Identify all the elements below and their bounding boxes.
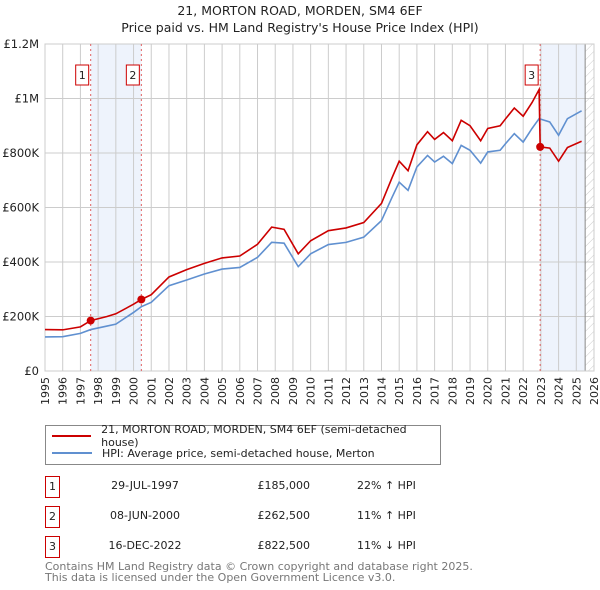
x-tick-label: 2013 [358, 377, 371, 405]
x-tick-label: 2006 [234, 377, 247, 405]
x-tick-label: 2004 [198, 377, 211, 405]
chart-title: 21, MORTON ROAD, MORDEN, SM4 6EF [177, 3, 423, 18]
plot-frame [44, 43, 595, 372]
x-tick-label: 2018 [446, 377, 459, 405]
y-tick-label: £600K [2, 201, 39, 215]
legend-label-property: 21, MORTON ROAD, MORDEN, SM4 6EF (semi-d… [101, 423, 407, 449]
sale-label-box [524, 64, 539, 86]
x-tick-label: 2005 [216, 377, 229, 405]
sale-label: 1 [79, 69, 86, 82]
x-tick-label: 1998 [92, 377, 105, 405]
sale-date: 08-JUN-2000 [109, 509, 181, 522]
sale-point [536, 142, 545, 151]
sale-label-box [125, 64, 140, 86]
x-tick-label: 2001 [145, 377, 158, 405]
table-row: 1 29-JUL-1997 £185,000 22% ↑ HPI [45, 476, 545, 498]
y-tick-label: £1.2M [3, 37, 39, 51]
x-tick-label: 2002 [163, 377, 176, 405]
table-row: 3 16-DEC-2022 £822,500 11% ↓ HPI [45, 536, 545, 558]
sale-label-box [75, 64, 90, 86]
x-tick-label: 1997 [74, 377, 87, 405]
hpi-diff: 22% ↑ HPI [357, 479, 416, 492]
sale-price: £185,000 [257, 479, 311, 492]
y-tick-label: £0 [24, 364, 39, 378]
x-tick-label: 2024 [553, 377, 566, 405]
sale-price: £262,500 [257, 509, 311, 522]
x-tick-label: 2000 [128, 377, 141, 405]
y-tick-label: £1M [14, 92, 39, 106]
x-tick-label: 2007 [252, 377, 265, 405]
hpi-diff: 11% ↓ HPI [357, 539, 416, 552]
sale-date: 16-DEC-2022 [108, 539, 182, 552]
sale-price: £822,500 [257, 539, 311, 552]
x-tick-label: 2015 [393, 377, 406, 405]
x-tick-label: 2017 [429, 377, 442, 405]
x-tick-label: 2011 [322, 377, 335, 405]
price-chart: 1995 1996 1997 1998 1999 2000 2001 2002 2003 2004… [2, 37, 600, 405]
x-tick-label: 2014 [375, 377, 388, 405]
legend-label-hpi: HPI: Average price, semi-detached house,… [102, 446, 375, 460]
sale-number-badge: 2 [45, 506, 60, 528]
sale-date: 29-JUL-1997 [111, 479, 179, 492]
table-row: 2 08-JUN-2000 £262,500 11% ↑ HPI [45, 506, 545, 528]
chart-subtitle: Price paid vs. HM Land Registry's House … [121, 20, 479, 35]
x-tick-label: 2009 [287, 377, 300, 405]
x-tick-label: 2008 [269, 377, 282, 405]
legend: 21, MORTON ROAD, MORDEN, SM4 6EF (semi-d… [45, 423, 441, 465]
x-tick-label: 2019 [464, 377, 477, 405]
y-tick-label: £400K [2, 255, 39, 269]
x-tick-label: 2016 [411, 377, 424, 405]
property-price-line [44, 86, 582, 331]
x-tick-label: 1996 [57, 377, 70, 405]
legend-item-hpi: HPI: Average price, semi-detached house,… [52, 445, 375, 461]
legend-item-property: 21, MORTON ROAD, MORDEN, SM4 6EF (semi-d… [52, 423, 440, 449]
hpi-diff: 11% ↑ HPI [357, 509, 416, 522]
y-tick-label: £200K [2, 310, 39, 324]
x-tick-label: 1999 [110, 377, 123, 405]
red-line-swatch [52, 435, 92, 437]
x-tick-label: 2026 [588, 377, 600, 405]
x-tick-label: 2021 [499, 377, 512, 405]
x-tick-label: 2020 [482, 377, 495, 405]
sale-number-badge: 1 [45, 476, 60, 498]
x-tick-label: 2025 [570, 377, 583, 405]
sale-point [86, 316, 95, 325]
blue-line-swatch [52, 452, 92, 454]
y-tick-label: £800K [2, 146, 39, 160]
sale-point [137, 295, 146, 304]
sale-number-badge: 3 [45, 536, 60, 558]
sale-label: 2 [129, 69, 136, 82]
x-tick-label: 2010 [305, 377, 318, 405]
x-tick-label: 2003 [181, 377, 194, 405]
x-tick-label: 2012 [340, 377, 353, 405]
footer-licence: This data is licensed under the Open Gov… [45, 571, 396, 584]
x-tick-label: 2023 [535, 377, 548, 405]
sale-label: 3 [528, 69, 535, 82]
x-tick-label: 2022 [517, 377, 530, 405]
hpi-line [44, 110, 582, 338]
x-tick-label: 1995 [39, 377, 52, 405]
footer-copyright: Contains HM Land Registry data © Crown c… [45, 560, 473, 573]
